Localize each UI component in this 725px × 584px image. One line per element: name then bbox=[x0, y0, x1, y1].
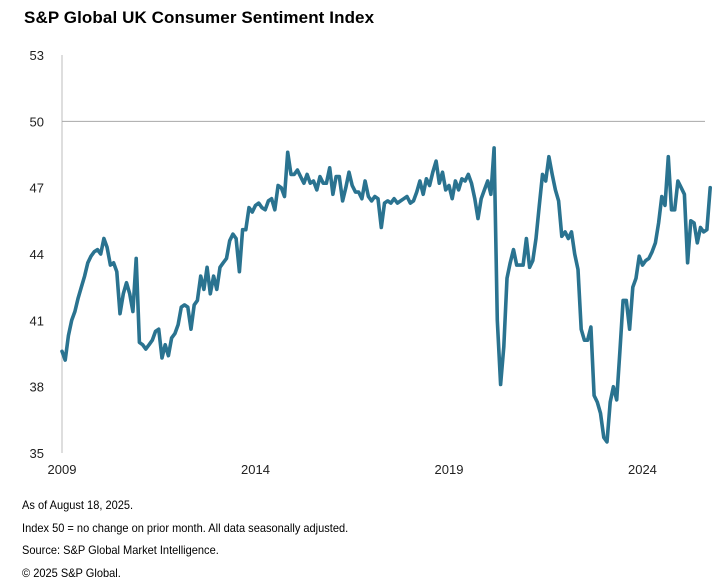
plot-area bbox=[62, 148, 710, 442]
y-tick-label: 41 bbox=[30, 313, 44, 328]
x-tick-label: 2009 bbox=[48, 462, 77, 477]
note-source: Source: S&P Global Market Intelligence. bbox=[22, 539, 348, 562]
x-tick-label: 2014 bbox=[241, 462, 270, 477]
footnotes: As of August 18, 2025. Index 50 = no cha… bbox=[22, 494, 377, 584]
note-as-of: As of August 18, 2025. bbox=[22, 494, 348, 517]
note-index-definition: Index 50 = no change on prior month. All… bbox=[22, 517, 348, 540]
axes bbox=[62, 55, 705, 453]
series-line bbox=[62, 148, 710, 442]
note-copyright: © 2025 S&P Global. bbox=[22, 562, 348, 584]
x-tick-label: 2019 bbox=[435, 462, 464, 477]
y-tick-label: 50 bbox=[30, 114, 44, 129]
y-tick-label: 35 bbox=[30, 446, 44, 461]
y-tick-label: 44 bbox=[30, 247, 44, 262]
y-tick-label: 47 bbox=[30, 181, 44, 196]
x-tick-labels: 2009 2014 2019 2024 bbox=[48, 462, 657, 477]
x-tick-label: 2024 bbox=[628, 462, 657, 477]
y-tick-label: 53 bbox=[30, 48, 44, 63]
y-tick-label: 38 bbox=[30, 380, 44, 395]
y-tick-labels: 35 38 41 44 47 50 53 bbox=[30, 48, 44, 461]
